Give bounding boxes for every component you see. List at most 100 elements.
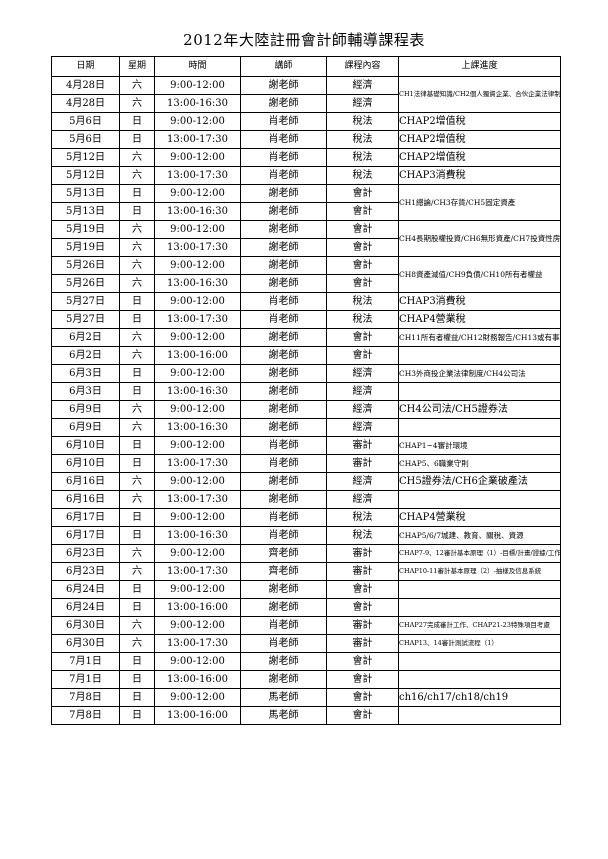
cell-date: 6月3日 xyxy=(51,382,120,401)
cell-week: 日 xyxy=(119,688,155,707)
column-header-date: 日期 xyxy=(51,56,120,77)
cell-subj: 審計 xyxy=(326,436,399,455)
course-schedule-table: 日期 星期 時間 講師 課程內容 上課進度 4月28日六 9:00-12:00 謝老師 經濟 CH… xyxy=(51,56,561,725)
cell-week: 日 xyxy=(119,202,155,221)
cell-progress: ch16/ch17/ch18/ch19 xyxy=(398,688,561,707)
cell-week: 六 xyxy=(119,220,155,239)
page-title: 2012年大陸註冊會計師輔導課程表 xyxy=(183,31,425,49)
table-row: 4月28日六 13:00-16:30 謝老師 經濟 xyxy=(51,94,561,113)
cell-teach: 謝老師 xyxy=(240,400,327,419)
cell-date: 5月12日 xyxy=(51,166,120,185)
table-row: 5月26日六 13:00-16:30 謝老師 會計 xyxy=(51,274,561,293)
cell-teach: 肖老師 xyxy=(240,436,327,455)
table-row: 5月19日六 9:00-12:00 謝老師 會計 CH4長期股權投資/CH6無形資產/C… xyxy=(51,220,561,257)
table-row: 6月16日六 9:00-12:00 謝老師 經濟 CH5證券法/CH6企業破產法 xyxy=(51,472,561,491)
cell-teach: 謝老師 xyxy=(240,328,327,347)
cell-teach: 謝老師 xyxy=(240,220,327,239)
cell-week: 日 xyxy=(119,580,155,599)
cell-time: 9:00-12:00 xyxy=(154,580,241,599)
table-row: 4月28日六 9:00-12:00 謝老師 經濟 CH1法律基礎知識/CH2個人獨資企業… xyxy=(51,76,561,113)
cell-progress: CH4公司法/CH5證券法 xyxy=(398,400,561,419)
cell-subj: 稅法 xyxy=(326,292,399,311)
cell-week: 六 xyxy=(119,274,155,293)
cell-time: 13:00-17:30 xyxy=(154,562,241,581)
table-row: 6月17日日 9:00-12:00 肖老師 稅法 CHAP4營業稅 xyxy=(51,508,561,527)
cell-time: 13:00-16:00 xyxy=(154,598,241,617)
cell-progress: CHAP7-9、12審計基本原理（1）-目標/計畫/證據/工作底稿 xyxy=(398,544,561,563)
table-row: 6月23日六 9:00-12:00 齊老師 審計 CHAP7-9、12審計基本原理（1）… xyxy=(51,544,561,563)
cell-time: 13:00-16:00 xyxy=(154,346,241,365)
cell-progress: CHAP2增值稅 xyxy=(398,148,561,167)
cell-time: 9:00-12:00 xyxy=(154,256,241,275)
cell-progress xyxy=(398,652,561,671)
cell-progress: CHAP5/6/7城建、教育、關稅、資源 xyxy=(398,526,561,545)
table-row: 6月24日日 9:00-12:00 謝老師 會計 xyxy=(51,580,561,599)
cell-week: 六 xyxy=(119,634,155,653)
cell-date: 7月8日 xyxy=(51,688,120,707)
cell-teach: 謝老師 xyxy=(240,256,327,275)
cell-date: 6月16日 xyxy=(51,490,120,509)
cell-teach: 謝老師 xyxy=(240,418,327,437)
table-row: 6月9日六 9:00-12:00 謝老師 經濟 CH4公司法/CH5證券法 xyxy=(51,400,561,419)
cell-date: 5月13日 xyxy=(51,184,120,203)
cell-date: 5月19日 xyxy=(51,220,120,239)
cell-teach: 謝老師 xyxy=(240,670,327,689)
cell-time: 9:00-12:00 xyxy=(154,76,241,95)
cell-time: 13:00-16:00 xyxy=(154,706,241,725)
cell-time: 9:00-12:00 xyxy=(154,112,241,131)
cell-date: 6月16日 xyxy=(51,472,120,491)
cell-time: 9:00-12:00 xyxy=(154,544,241,563)
cell-subj: 會計 xyxy=(326,202,399,221)
cell-date: 6月30日 xyxy=(51,634,120,653)
cell-progress: CH4長期股權投資/CH6無形資產/CH7投資性房 xyxy=(398,220,561,257)
cell-progress xyxy=(398,670,561,689)
table-row: 6月10日日 9:00-12:00 肖老師 審計 CHAP1~4審計環境 xyxy=(51,436,561,455)
cell-progress: CH3外商投企業法律制度/CH4公司法 xyxy=(398,364,561,383)
cell-teach: 肖老師 xyxy=(240,454,327,473)
cell-progress: CHAP27完成審計工作、CHAP21-23特殊項目考慮 xyxy=(398,616,561,635)
table-row: 7月8日日 13:00-16:00 馬老師 會計 xyxy=(51,706,561,725)
column-header-prog: 上課進度 xyxy=(398,56,561,77)
cell-week: 日 xyxy=(119,526,155,545)
table-body: 4月28日六 9:00-12:00 謝老師 經濟 CH1法律基礎知識/CH2個人獨資企業… xyxy=(51,76,561,725)
cell-date: 6月17日 xyxy=(51,526,120,545)
cell-teach: 齊老師 xyxy=(240,544,327,563)
cell-teach: 謝老師 xyxy=(240,184,327,203)
cell-subj: 會計 xyxy=(326,670,399,689)
cell-subj: 會計 xyxy=(326,652,399,671)
cell-progress xyxy=(398,598,561,617)
cell-subj: 會計 xyxy=(326,256,399,275)
cell-teach: 肖老師 xyxy=(240,616,327,635)
cell-time: 9:00-12:00 xyxy=(154,184,241,203)
cell-teach: 肖老師 xyxy=(240,508,327,527)
cell-teach: 馬老師 xyxy=(240,706,327,725)
cell-time: 9:00-12:00 xyxy=(154,148,241,167)
cell-subj: 經濟 xyxy=(326,400,399,419)
cell-subj: 會計 xyxy=(326,688,399,707)
cell-week: 六 xyxy=(119,472,155,491)
cell-week: 日 xyxy=(119,130,155,149)
cell-time: 9:00-12:00 xyxy=(154,400,241,419)
cell-time: 13:00-17:30 xyxy=(154,130,241,149)
cell-time: 13:00-16:30 xyxy=(154,418,241,437)
cell-subj: 會計 xyxy=(326,346,399,365)
cell-time: 9:00-12:00 xyxy=(154,328,241,347)
cell-progress xyxy=(398,346,561,365)
cell-date: 5月26日 xyxy=(51,256,120,275)
cell-week: 六 xyxy=(119,76,155,95)
cell-date: 6月2日 xyxy=(51,346,120,365)
cell-week: 日 xyxy=(119,454,155,473)
cell-week: 六 xyxy=(119,148,155,167)
cell-time: 9:00-12:00 xyxy=(154,688,241,707)
cell-time: 9:00-12:00 xyxy=(154,292,241,311)
cell-time: 9:00-12:00 xyxy=(154,508,241,527)
cell-progress: CHAP3消費稅 xyxy=(398,166,561,185)
cell-date: 6月2日 xyxy=(51,328,120,347)
cell-week: 六 xyxy=(119,346,155,365)
cell-subj: 經濟 xyxy=(326,490,399,509)
cell-date: 6月10日 xyxy=(51,454,120,473)
cell-subj: 稅法 xyxy=(326,112,399,131)
cell-date: 5月27日 xyxy=(51,310,120,329)
table-row: 6月23日六 13:00-17:30 齊老師 審計 CHAP10-11審計基本原理（2）… xyxy=(51,562,561,581)
cell-time: 13:00-16:30 xyxy=(154,382,241,401)
